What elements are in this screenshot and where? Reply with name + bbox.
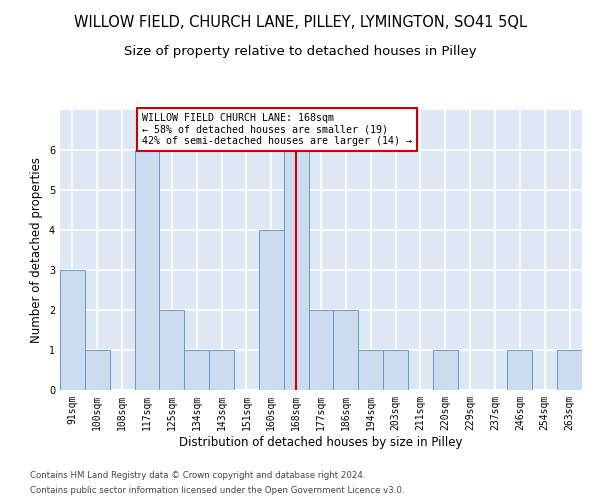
Bar bbox=[358, 350, 383, 390]
Bar bbox=[60, 270, 85, 390]
Bar bbox=[184, 350, 209, 390]
Bar bbox=[209, 350, 234, 390]
Bar bbox=[134, 150, 160, 390]
Bar bbox=[383, 350, 408, 390]
Bar bbox=[259, 230, 284, 390]
Bar bbox=[508, 350, 532, 390]
Bar bbox=[308, 310, 334, 390]
Text: Size of property relative to detached houses in Pilley: Size of property relative to detached ho… bbox=[124, 45, 476, 58]
Bar bbox=[160, 310, 184, 390]
Text: Contains public sector information licensed under the Open Government Licence v3: Contains public sector information licen… bbox=[30, 486, 404, 495]
Bar bbox=[85, 350, 110, 390]
Bar bbox=[334, 310, 358, 390]
Text: WILLOW FIELD, CHURCH LANE, PILLEY, LYMINGTON, SO41 5QL: WILLOW FIELD, CHURCH LANE, PILLEY, LYMIN… bbox=[74, 15, 527, 30]
Bar bbox=[284, 150, 308, 390]
Bar bbox=[557, 350, 582, 390]
X-axis label: Distribution of detached houses by size in Pilley: Distribution of detached houses by size … bbox=[179, 436, 463, 448]
Bar bbox=[433, 350, 458, 390]
Y-axis label: Number of detached properties: Number of detached properties bbox=[31, 157, 43, 343]
Text: Contains HM Land Registry data © Crown copyright and database right 2024.: Contains HM Land Registry data © Crown c… bbox=[30, 471, 365, 480]
Text: WILLOW FIELD CHURCH LANE: 168sqm
← 58% of detached houses are smaller (19)
42% o: WILLOW FIELD CHURCH LANE: 168sqm ← 58% o… bbox=[142, 113, 412, 146]
